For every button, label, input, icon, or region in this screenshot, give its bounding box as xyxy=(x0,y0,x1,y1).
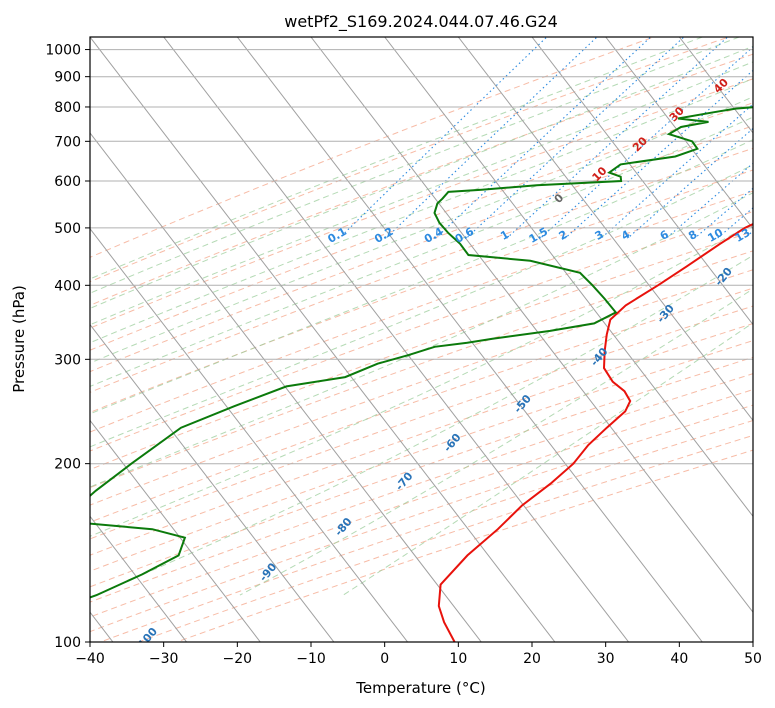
isotherm-line xyxy=(531,37,753,326)
dry-adiabat xyxy=(90,147,753,393)
isotherm-line xyxy=(310,37,753,614)
x-tick-label: 30 xyxy=(597,651,615,667)
mixing-ratio-line xyxy=(506,37,729,239)
y-tick-label: 1000 xyxy=(45,43,81,59)
isotherm-line xyxy=(90,132,482,642)
mixing-ratio-line xyxy=(338,37,548,239)
x-tick-label: 40 xyxy=(670,651,688,667)
dry-adiabat xyxy=(90,287,753,523)
isotherm-line xyxy=(90,323,335,642)
x-tick-label: 20 xyxy=(523,651,541,667)
dry-adiabat xyxy=(90,323,753,556)
isotherm-line xyxy=(457,37,753,422)
dry-adiabat xyxy=(90,340,753,572)
y-tick-label: 200 xyxy=(54,457,81,473)
moist-adiabat xyxy=(90,139,753,415)
temperature-profile xyxy=(437,223,753,642)
moist-adiabat xyxy=(90,37,703,280)
dry-adiabat xyxy=(90,169,753,413)
mixing-ratio-line xyxy=(627,127,753,239)
mixing-ratio-line xyxy=(539,46,753,239)
y-tick-label: 800 xyxy=(54,100,81,116)
dry-adiabat xyxy=(90,373,753,603)
isotherm-line xyxy=(90,227,408,642)
y-tick-label: 400 xyxy=(54,278,81,294)
moist-adiabat xyxy=(90,96,753,364)
y-tick-label: 700 xyxy=(54,134,81,150)
isotherm-line xyxy=(236,37,703,642)
isotherm-line xyxy=(163,37,629,642)
x-tick-label: 10 xyxy=(449,651,467,667)
moist-adiabat xyxy=(90,222,753,537)
moist-adiabat xyxy=(90,37,740,294)
dry-adiabat xyxy=(90,250,753,489)
moist-adiabat xyxy=(90,164,753,448)
x-tick-label: −10 xyxy=(296,651,326,667)
moist-adiabat xyxy=(90,116,753,387)
chart-title: wetPf2_S169.2024.044.07.46.G24 xyxy=(284,12,558,32)
y-tick-label: 100 xyxy=(54,635,81,651)
x-axis-label: Temperature (°C) xyxy=(355,679,485,697)
isotherm-line xyxy=(90,37,556,642)
x-tick-label: −40 xyxy=(75,651,105,667)
moist-adiabat xyxy=(90,45,753,309)
x-tick-label: 0 xyxy=(380,651,389,667)
dry-adiabat xyxy=(90,37,731,283)
dewpoint-profile xyxy=(90,106,753,599)
dry-adiabat xyxy=(90,190,753,433)
dry-adiabat xyxy=(90,211,753,452)
x-tick-label: −20 xyxy=(223,651,253,667)
x-tick-label: −30 xyxy=(149,651,179,667)
mixing-ratio-line xyxy=(435,37,652,239)
y-tick-label: 600 xyxy=(54,174,81,190)
isotherm-line xyxy=(90,515,187,642)
y-tick-label: 900 xyxy=(54,70,81,86)
y-tick-label: 300 xyxy=(54,352,81,368)
y-axis-label: Pressure (hPa) xyxy=(10,285,28,393)
mixing-ratio-line xyxy=(465,37,685,239)
plot-frame xyxy=(89,36,754,643)
moist-adiabat xyxy=(342,322,753,596)
dry-adiabat xyxy=(90,305,753,540)
x-tick-label: 50 xyxy=(744,651,762,667)
y-tick-label: 500 xyxy=(54,221,81,237)
isotherm-line xyxy=(384,37,753,518)
